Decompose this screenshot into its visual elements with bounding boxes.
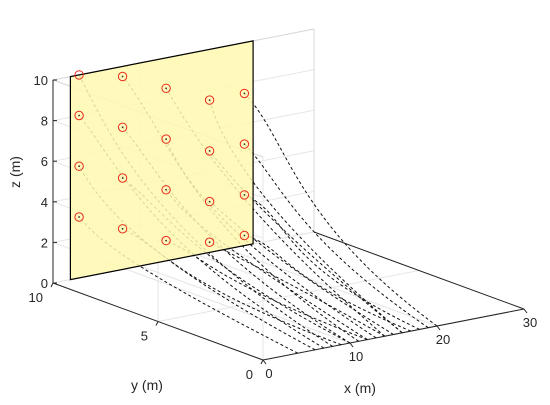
anchor-center <box>165 87 168 90</box>
anchor-center <box>208 99 211 101</box>
z-axis-label: z (m) <box>7 156 23 188</box>
wall-plane-group <box>69 40 254 281</box>
anchor-center <box>165 188 168 191</box>
anchor-point <box>161 185 171 195</box>
anchor-center <box>121 126 124 129</box>
grid-line-floor-y <box>157 270 420 322</box>
anchor-center <box>165 138 168 141</box>
z-tick-label: 0 <box>41 276 48 291</box>
y-tick-mark <box>50 282 54 288</box>
wall-plane <box>69 40 254 281</box>
x-tick-label: 20 <box>436 332 450 347</box>
y-tick-label: 10 <box>29 290 43 305</box>
floor-edge-right <box>313 231 525 310</box>
anchor-center <box>78 74 80 76</box>
trajectory-path <box>244 143 429 329</box>
anchor-point <box>204 196 215 207</box>
z-tick-label: 6 <box>41 154 48 169</box>
anchor-center <box>243 143 246 146</box>
z-tick-label: 10 <box>34 73 48 88</box>
anchor-point <box>117 173 128 183</box>
anchor-center <box>208 241 211 244</box>
x-tick-mark <box>262 359 267 365</box>
x-tick-label: 30 <box>523 315 537 330</box>
anchor-point <box>74 70 84 80</box>
anchor-point <box>239 190 250 200</box>
x-tick-mark <box>349 342 354 348</box>
trajectory-path <box>209 150 403 334</box>
anchor-center <box>121 177 124 179</box>
z-tick-label: 4 <box>41 195 48 210</box>
z-tick-label: 8 <box>41 114 48 129</box>
y-axis-label: y (m) <box>131 377 163 393</box>
anchor-point <box>204 237 215 247</box>
trajectory-path <box>209 201 394 335</box>
anchor-point <box>239 88 250 99</box>
z-tick-label: 2 <box>41 235 48 250</box>
x-axis-label: x (m) <box>344 380 376 396</box>
anchor-center <box>243 92 246 95</box>
anchor-center <box>243 234 246 237</box>
trajectory-path <box>244 93 438 327</box>
anchor-point <box>74 212 84 222</box>
anchor-point <box>204 95 215 105</box>
x-tick-label: 10 <box>349 349 363 364</box>
anchor-point <box>161 235 171 246</box>
anchor-center <box>78 114 80 117</box>
anchor-point <box>239 139 250 149</box>
anchor-center <box>121 75 124 78</box>
anchor-point <box>161 83 171 94</box>
anchor-points <box>74 70 250 247</box>
x-tick-mark <box>523 308 528 314</box>
y-tick-label: 5 <box>141 329 148 344</box>
anchor-center <box>165 239 168 242</box>
y-tick-mark <box>155 321 159 326</box>
anchor-center <box>121 227 124 230</box>
anchor-center <box>243 194 246 196</box>
y-tick-label: 0 <box>246 367 253 382</box>
anchor-center <box>78 216 80 218</box>
anchor-point <box>117 224 128 234</box>
anchor-point <box>161 134 171 144</box>
anchor-point <box>74 161 84 171</box>
trajectory-path <box>244 194 420 330</box>
anchor-point <box>74 110 84 121</box>
anchor-point <box>204 146 215 156</box>
anchor-point <box>117 71 128 82</box>
x-tick-label: 0 <box>265 366 272 381</box>
y-tick-mark <box>260 359 264 365</box>
trajectory-path <box>244 235 412 332</box>
anchor-point <box>239 230 250 241</box>
anchor-center <box>78 165 80 168</box>
anchor-center <box>208 200 211 203</box>
anchor-point <box>117 122 128 133</box>
x-tick-mark <box>436 325 441 331</box>
anchor-center <box>208 150 211 152</box>
